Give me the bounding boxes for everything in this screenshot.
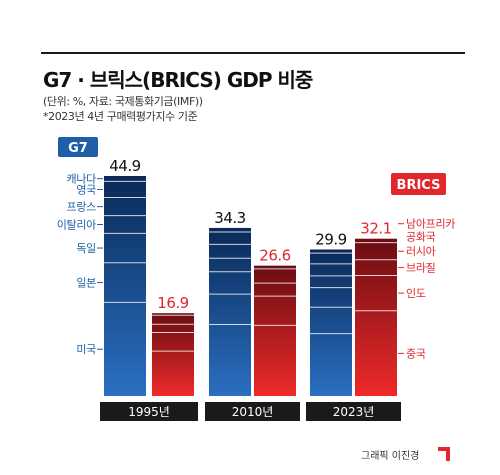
year-label-box	[205, 402, 300, 421]
brics-value-label: 16.9	[157, 294, 188, 312]
g7-badge-label: G7	[68, 141, 88, 156]
brics-member-label: 중국	[406, 347, 426, 360]
brics-badge	[391, 173, 446, 195]
brics-value-label: 26.6	[259, 247, 290, 265]
brics-badge-label: BRICS	[397, 178, 441, 193]
g7-member-label: 독일	[76, 241, 96, 255]
year-label-box	[306, 402, 401, 421]
g7-bar	[310, 249, 352, 396]
year-label-box	[100, 402, 198, 421]
g7-member-label: 영국	[76, 183, 96, 196]
year-label: 2010년	[232, 405, 274, 419]
g7-badge	[58, 137, 98, 157]
publisher-logo-icon	[438, 447, 450, 461]
brics-member-label: 남아프리카 공화국	[406, 218, 455, 244]
brics-bar	[355, 238, 397, 396]
g7-member-label: 캐나다	[67, 173, 97, 186]
g7-value-label: 44.9	[109, 157, 140, 175]
year-label: 2023년	[333, 405, 375, 419]
top-rule	[41, 52, 465, 54]
basis-note: *2023년 4년 구매력평가지수 기준	[43, 110, 198, 123]
chart-title: G7 · 브릭스(BRICS) GDP 비중	[43, 68, 313, 92]
g7-member-label: 미국	[76, 343, 96, 356]
g7-bar	[209, 227, 251, 396]
g7-bar	[104, 175, 146, 396]
brics-value-label: 32.1	[360, 220, 391, 238]
source-note: (단위: %, 자료: 국제통화기금(IMF))	[43, 95, 203, 108]
graphic-credit: 그래픽 이진경	[361, 451, 420, 462]
year-label: 1995년	[128, 405, 170, 419]
brics-member-label: 인도	[406, 287, 426, 300]
g7-member-label: 이탈리아	[57, 219, 96, 232]
brics-bar	[254, 265, 296, 396]
brics-member-label: 브라질	[406, 262, 436, 275]
g7-member-label: 일본	[76, 276, 96, 290]
g7-value-label: 29.9	[315, 230, 346, 248]
g7-member-label: 프랑스	[67, 201, 97, 214]
brics-member-label: 러시아	[406, 245, 436, 258]
g7-value-label: 34.3	[214, 209, 245, 227]
brics-bar	[152, 313, 194, 396]
